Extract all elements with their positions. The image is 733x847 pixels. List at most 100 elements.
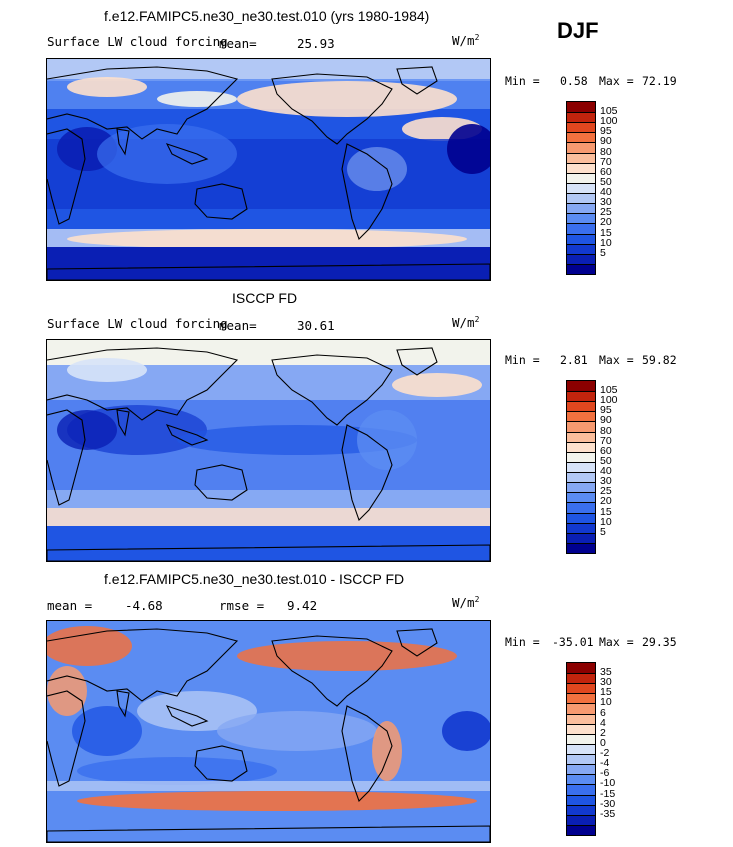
field-contour bbox=[72, 706, 142, 756]
field-band bbox=[47, 59, 490, 81]
field-contour bbox=[217, 711, 377, 751]
field-contour bbox=[157, 91, 237, 107]
panel3-mean-value: -4.68 bbox=[125, 598, 163, 613]
field-contour bbox=[347, 147, 407, 191]
colorbar-swatch bbox=[567, 713, 595, 724]
colorbar-swatch bbox=[567, 492, 595, 503]
panel2-max-value: 59.82 bbox=[642, 353, 677, 367]
colorbar-tick-label: 10 bbox=[600, 236, 612, 249]
colorbar-tick-label: 95 bbox=[600, 404, 612, 417]
coastline-path bbox=[396, 628, 438, 657]
coastline-path bbox=[47, 628, 239, 702]
colorbar-swatch bbox=[567, 814, 595, 825]
colorbar-tick-label: 50 bbox=[600, 175, 612, 188]
colorbar-tick-label: 5 bbox=[600, 525, 606, 538]
colorbar-swatch bbox=[567, 193, 595, 204]
colorbar-swatch bbox=[567, 142, 595, 153]
colorbar-swatch bbox=[567, 223, 595, 234]
colorbar-swatch bbox=[567, 754, 595, 765]
colorbar-swatch bbox=[567, 431, 595, 442]
colorbar-tick-label: 15 bbox=[600, 686, 612, 699]
field-contour bbox=[372, 721, 402, 781]
colorbar-swatch bbox=[567, 784, 595, 795]
panel3-rmse-label: rmse = bbox=[219, 598, 265, 613]
panel3-map bbox=[46, 620, 491, 843]
panel2-title: ISCCP FD bbox=[232, 290, 298, 306]
panel3-mean-label: mean = bbox=[47, 598, 93, 613]
panel3-units: W/m2 bbox=[452, 595, 480, 611]
coastline-path bbox=[116, 409, 130, 437]
field-contour bbox=[357, 410, 417, 470]
colorbar-tick-label: 70 bbox=[600, 155, 612, 168]
colorbar-tick-label: 6 bbox=[600, 706, 606, 719]
colorbar-tick-label: -2 bbox=[600, 747, 610, 760]
colorbar-tick-label: 50 bbox=[600, 454, 612, 467]
colorbar-tick-label: 60 bbox=[600, 444, 612, 457]
colorbar-tick-label: 105 bbox=[600, 105, 618, 118]
coastline-path bbox=[271, 73, 393, 145]
colorbar-swatch bbox=[567, 381, 595, 392]
panel3-rmse-value: 9.42 bbox=[287, 598, 318, 613]
coastlines bbox=[47, 66, 490, 280]
coastline-path bbox=[194, 745, 248, 782]
panel1-colorbar bbox=[566, 101, 596, 275]
panel1-mean-label: mean= bbox=[219, 36, 257, 51]
field-contour bbox=[57, 410, 117, 450]
coastline-path bbox=[47, 263, 490, 280]
coastline-path bbox=[47, 825, 490, 842]
colorbar-tick-label: -35 bbox=[600, 807, 616, 820]
coastlines bbox=[47, 347, 490, 561]
colorbar-tick-label: 100 bbox=[600, 115, 618, 128]
field-band bbox=[47, 526, 490, 561]
coastline-path bbox=[271, 635, 393, 707]
colorbar-swatch bbox=[567, 243, 595, 254]
panel2-mean-value: 30.61 bbox=[297, 318, 335, 333]
coastline-path bbox=[47, 66, 239, 140]
coastline-path bbox=[194, 183, 248, 220]
colorbar-swatch bbox=[567, 512, 595, 523]
colorbar-tick-label: 95 bbox=[600, 125, 612, 138]
field-contour bbox=[77, 791, 477, 811]
panel3-min-label: Min = bbox=[505, 635, 540, 649]
colorbar-tick-label: 40 bbox=[600, 465, 612, 478]
colorbar-tick-label: -10 bbox=[600, 777, 616, 790]
colorbar-swatch bbox=[567, 502, 595, 513]
panel3-colorbar bbox=[566, 662, 596, 836]
colorbar-swatch bbox=[567, 683, 595, 694]
colorbar-swatch bbox=[567, 532, 595, 543]
colorbar-tick-label: -6 bbox=[600, 767, 610, 780]
colorbar-tick-label: 105 bbox=[600, 384, 618, 397]
colorbar-tick-label: 10 bbox=[600, 696, 612, 709]
panel3-max-value: 29.35 bbox=[642, 635, 677, 649]
colorbar-swatch bbox=[567, 213, 595, 224]
colorbar-swatch bbox=[567, 233, 595, 244]
colorbar-swatch bbox=[567, 421, 595, 432]
colorbar-swatch bbox=[567, 182, 595, 194]
panel1-mean-value: 25.93 bbox=[297, 36, 335, 51]
panel2-colorbar bbox=[566, 380, 596, 554]
panel1-title: f.e12.FAMIPC5.ne30_ne30.test.010 (yrs 19… bbox=[104, 8, 430, 24]
colorbar-swatch bbox=[567, 774, 595, 785]
colorbar-tick-label: 10 bbox=[600, 515, 612, 528]
field-contour bbox=[77, 757, 277, 785]
coastline-path bbox=[341, 143, 393, 241]
colorbar-tick-label: -4 bbox=[600, 757, 610, 770]
field-contour bbox=[67, 229, 467, 249]
coastline-path bbox=[396, 347, 438, 376]
coastline-path bbox=[194, 464, 248, 501]
coastline-path bbox=[116, 690, 130, 718]
coastline-path bbox=[341, 705, 393, 803]
colorbar-tick-label: 40 bbox=[600, 186, 612, 199]
panel1-max-value: 72.19 bbox=[642, 74, 677, 88]
coastline-path bbox=[341, 424, 393, 522]
colorbar-swatch bbox=[567, 253, 595, 264]
field-contour bbox=[47, 626, 132, 666]
colorbar-tick-label: 30 bbox=[600, 196, 612, 209]
colorbar-swatch bbox=[567, 263, 595, 274]
colorbar-swatch bbox=[567, 472, 595, 483]
season-label: DJF bbox=[557, 18, 599, 43]
panel3-min-value: -35.01 bbox=[552, 635, 594, 649]
panel2-units: W/m2 bbox=[452, 315, 480, 331]
colorbar-swatch bbox=[567, 804, 595, 815]
coastline-path bbox=[116, 128, 130, 156]
